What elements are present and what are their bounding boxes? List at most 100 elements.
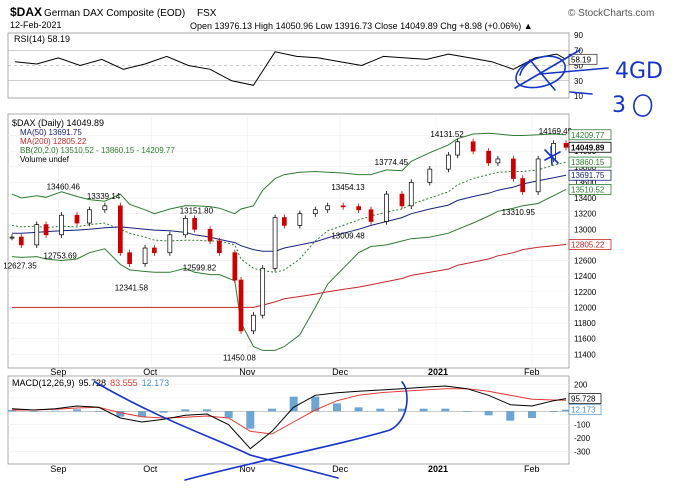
- macd-histogram-bar: [311, 396, 320, 412]
- candle-body: [102, 205, 108, 211]
- annotation-cross: [514, 49, 581, 91]
- candle-body: [87, 209, 92, 224]
- candle-body: [43, 224, 49, 236]
- price-panel: [7, 113, 570, 369]
- macd-month-label: Feb: [524, 464, 540, 474]
- source: © StockCharts.com: [568, 8, 654, 19]
- candle-body: [232, 252, 238, 281]
- candle-body: [260, 267, 266, 316]
- candle-body: [182, 218, 188, 236]
- macd-histogram-bar: [94, 411, 103, 412]
- price-value-tag-text: 13860.15: [571, 158, 605, 167]
- macd-histogram-bar: [419, 408, 428, 412]
- bb-lower-line: [11, 188, 567, 351]
- rsi-tick-label: 30: [574, 77, 583, 86]
- macd-legend-label: MACD(12,26,9): [12, 378, 75, 388]
- macd-value-tag: [568, 404, 602, 416]
- annotation-star: [544, 146, 561, 166]
- candle-body: [152, 247, 157, 254]
- price-annotation-label: 13460.46: [47, 182, 81, 191]
- macd-histogram-bar: [202, 409, 211, 412]
- rsi-line: [15, 51, 567, 86]
- macd-month-label: 2021: [428, 464, 448, 474]
- rsi-panel: [7, 32, 570, 99]
- candle-body: [399, 193, 405, 207]
- candle-body: [192, 218, 197, 230]
- candle-body: [563, 142, 569, 148]
- candle-body: [312, 209, 318, 215]
- bb-mid-line: [11, 161, 567, 273]
- macd-tick-label: -300: [574, 447, 591, 456]
- candle-body: [282, 217, 287, 226]
- macd-histogram-bar: [397, 408, 406, 412]
- rsi-value-tag: [568, 53, 598, 65]
- macd-histogram-bar: [72, 409, 81, 412]
- candle-body: [427, 168, 433, 183]
- price-value-tag-text: 14209.77: [571, 131, 605, 140]
- price-annotation-label: 13310.95: [502, 208, 536, 217]
- ma50-legend: MA(50) 13691.75: [20, 128, 82, 137]
- annotation-text-1: 4GD: [615, 59, 663, 84]
- macd-histogram-bar: [8, 410, 16, 412]
- price-tick-label: 12600: [574, 257, 597, 266]
- macd-line: [11, 385, 567, 450]
- price-tick-label: 11800: [574, 319, 596, 328]
- price-tick-label: 13200: [574, 210, 597, 219]
- macd-legend-value: 95.728: [79, 378, 107, 388]
- price-annotation-label: 13454.13: [331, 183, 365, 192]
- macd-histogram-bar: [116, 411, 125, 417]
- annotation-text-2: 3: [612, 93, 626, 118]
- price-layer: 1140011600118001200012200124001260012800…: [3, 116, 612, 377]
- macd-month-label: Oct: [143, 464, 158, 474]
- macd-histogram-bar: [181, 409, 190, 412]
- ma200-line: [12, 244, 567, 308]
- candle-body: [297, 213, 303, 226]
- price-legend: $DAX (Daily) 14049.89: [12, 118, 104, 128]
- macd-histogram-bar: [137, 411, 146, 417]
- price-value-tag: [568, 141, 612, 153]
- price-value-tag: [568, 239, 612, 250]
- macd-tick-label: 200: [574, 381, 588, 390]
- macd-histogram-bar: [354, 407, 363, 412]
- candle-body: [446, 154, 451, 170]
- macd-tick-label: -100: [574, 421, 591, 430]
- rsi-tick-label: 10: [574, 92, 583, 101]
- macd-value-tag: [568, 393, 602, 404]
- candle-body: [238, 279, 244, 332]
- candle-body: [207, 228, 213, 242]
- candle-body: [511, 158, 516, 179]
- candle-body: [535, 158, 541, 193]
- candle-body: [167, 234, 173, 254]
- macd-histogram-bar: [506, 411, 515, 421]
- candle-body: [272, 217, 278, 269]
- ma200-legend: MA(200) 12805.22: [20, 137, 87, 146]
- price-annotation-label: 12627.35: [3, 261, 37, 270]
- annotation-arrow-line: [539, 67, 609, 75]
- macd-histogram-bar: [267, 408, 276, 412]
- price-month-label: 2021: [428, 367, 448, 377]
- price-annotation-label: 13774.45: [375, 158, 409, 167]
- macd-month-label: Nov: [239, 464, 256, 474]
- candle-body: [356, 206, 361, 211]
- price-value-tag-text: 12805.22: [571, 240, 605, 249]
- annotation-line-1: [94, 381, 339, 479]
- price-value-tag-text: 14049.89: [571, 143, 605, 152]
- candle-body: [455, 141, 461, 156]
- rsi-value-tag-text: 58.19: [571, 55, 592, 64]
- price-tick-label: 11600: [574, 335, 596, 344]
- macd-signal-line: [12, 388, 567, 435]
- symbol-name: German DAX Composite (EOD): [44, 8, 185, 19]
- volume-legend: Volume undef: [20, 155, 70, 164]
- macd-histogram-bar: [246, 411, 255, 429]
- annotation-zero: [633, 94, 653, 117]
- price-month-label: Oct: [143, 367, 158, 377]
- candle-body: [34, 224, 40, 246]
- price-value-tag: [568, 183, 612, 195]
- annotation-line-2: [184, 381, 408, 481]
- price-annotation-label: 13339.14: [87, 192, 121, 201]
- hand-annotations: 4GD 3: [94, 49, 663, 481]
- price-month-label: Dec: [332, 367, 349, 377]
- candle-body: [142, 247, 148, 265]
- price-annotation-label: 11450.08: [223, 353, 256, 362]
- price-value-tag-text: 13510.52: [571, 185, 605, 194]
